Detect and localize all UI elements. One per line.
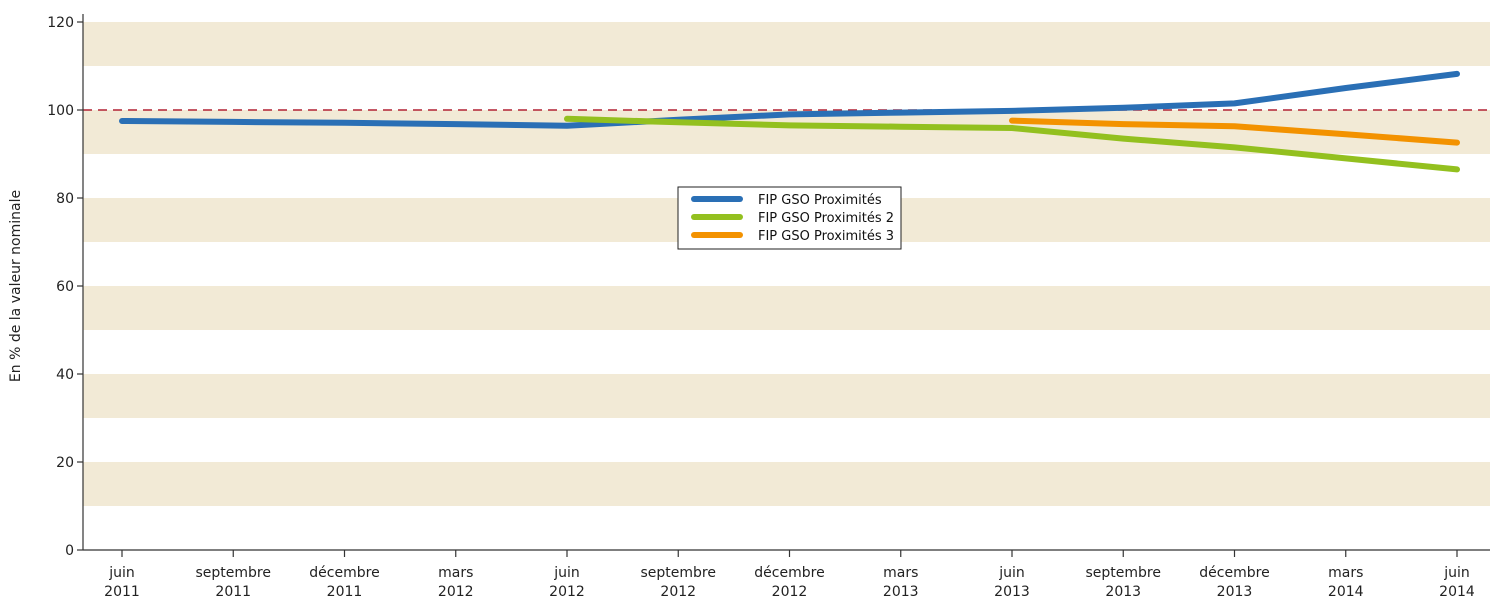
x-tick-label-year: 2014 [1439,584,1475,600]
x-tick-label-month: juin [998,565,1025,581]
band-5 [83,22,1490,66]
axes: 0 20 40 60 80 100 120 juin 2011 septembre 2011 déce… [47,14,1490,600]
x-tick-label-month: mars [438,565,473,581]
series-lines [119,70,1460,173]
band-0 [83,462,1490,506]
x-tick-label-year: 2011 [104,584,140,600]
x-tick-label-month: juin [108,565,135,581]
x-tick-label-month: décembre [754,565,824,581]
x-tick-label-month: septembre [196,565,271,581]
x-tick-label-year: 2013 [1105,584,1141,600]
x-tick-label-year: 2013 [883,584,919,600]
x-tick-label-year: 2011 [327,584,363,600]
x-tick-label-month: décembre [309,565,379,581]
band-1 [83,374,1490,418]
x-tick-label-year: 2012 [438,584,474,600]
x-tick-label-year: 2011 [215,584,251,600]
y-tick-label: 60 [56,279,74,295]
legend: FIP GSO Proximités FIP GSO Proximités 2 FI… [677,186,902,250]
x-tick-label-month: septembre [641,565,716,581]
x-tick-label-year: 2012 [549,584,585,600]
x-tick-label-month: juin [1443,565,1470,581]
x-tick-label-year: 2014 [1328,584,1364,600]
series-line-3 [1009,117,1460,146]
x-tick-label-year: 2012 [772,584,808,600]
y-tick-label: 0 [65,543,74,559]
x-tick-label-month: mars [883,565,918,581]
x-tick-label-month: septembre [1086,565,1161,581]
y-tick-label: 100 [47,103,74,119]
x-tick-label-month: mars [1328,565,1363,581]
y-tick-label: 120 [47,15,74,31]
y-tick-label: 80 [56,191,74,207]
y-axis-title: En % de la valeur nominale [8,190,24,382]
legend-label-2: FIP GSO Proximités 2 [758,211,894,226]
legend-label-3: FIP GSO Proximités 3 [758,229,894,244]
x-tick-label-year: 2012 [660,584,696,600]
legend-label-1: FIP GSO Proximités [758,193,882,208]
x-tick-label-month: décembre [1199,565,1269,581]
x-tick-label-year: 2013 [1217,584,1253,600]
band-2 [83,286,1490,330]
x-tick-label-year: 2013 [994,584,1030,600]
series-line-2 [564,115,1460,173]
x-tick-label-month: juin [553,565,580,581]
y-tick-label: 40 [56,367,74,383]
series-line-1 [119,70,1460,129]
y-tick-label: 20 [56,455,74,471]
